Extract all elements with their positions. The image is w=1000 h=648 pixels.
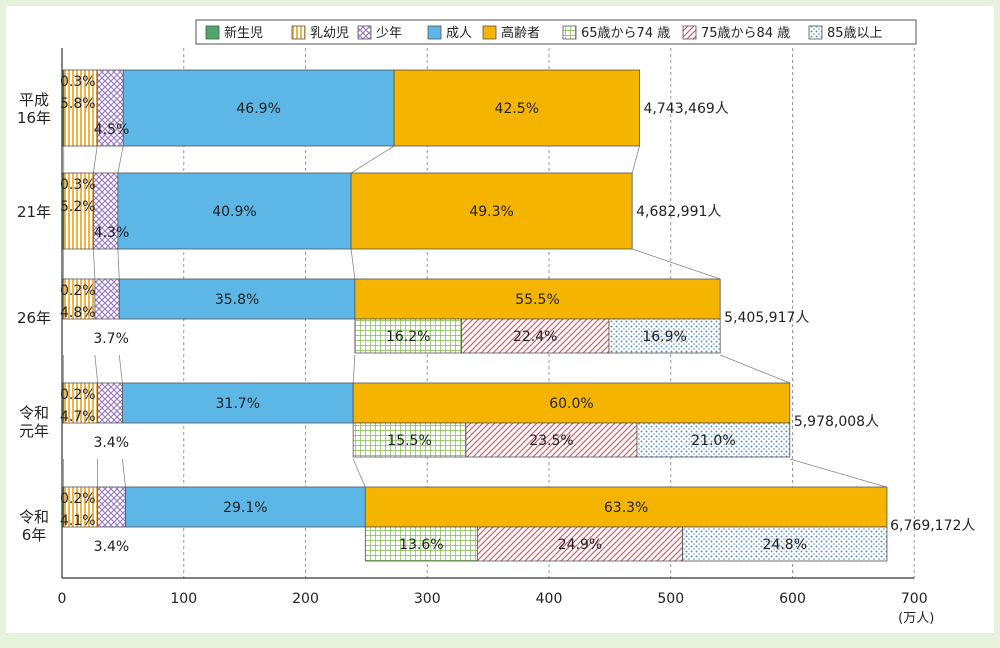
bar-youth — [95, 279, 119, 319]
category-label: 6年 — [22, 526, 47, 544]
sub-label-age85plus: 16.9% — [642, 329, 686, 345]
total-label: 5,978,008人 — [794, 414, 879, 430]
x-tick-label: 500 — [657, 591, 684, 607]
bar-label-newborn: 0.2% — [60, 491, 96, 507]
bar-label-infant: 4.1% — [60, 513, 96, 529]
bar-label-infant: 4.7% — [60, 409, 96, 425]
bar-label-youth: 4.5% — [94, 122, 130, 138]
bar-label-elderly: 42.5% — [495, 101, 539, 117]
bar-label-elderly: 60.0% — [549, 396, 593, 412]
category-label: 21年 — [17, 203, 51, 221]
legend-label-youth: 少年 — [376, 26, 402, 41]
total-label: 6,769,172人 — [890, 518, 975, 534]
bar-youth — [97, 487, 125, 527]
bar-label-adult: 29.1% — [223, 500, 267, 516]
bar-label-adult: 35.8% — [215, 292, 259, 308]
bar-label-newborn: 0.2% — [60, 387, 96, 403]
total-label: 4,682,991人 — [636, 204, 721, 220]
bar-label-adult: 40.9% — [212, 204, 256, 220]
legend-swatch-infant — [292, 26, 305, 39]
bar-label-infant: 5.8% — [60, 96, 96, 112]
legend-label-adult: 成人 — [446, 26, 472, 41]
bar-label-adult: 46.9% — [236, 101, 280, 117]
bar-label-youth: 4.3% — [94, 225, 130, 241]
sub-label-age85plus: 21.0% — [691, 433, 735, 449]
x-tick-label: 400 — [536, 591, 563, 607]
x-tick-label: 0 — [58, 591, 67, 607]
legend-label-newborn: 新生児 — [224, 25, 263, 41]
legend-swatch-age75_84 — [683, 26, 696, 39]
x-tick-label: 700 — [901, 591, 928, 607]
legend-swatch-age85plus — [809, 26, 822, 39]
total-label: 4,743,469人 — [644, 101, 729, 117]
sub-label-age65_74: 15.5% — [387, 433, 431, 449]
sub-label-age75_84: 23.5% — [529, 433, 573, 449]
category-label: 26年 — [17, 309, 51, 327]
bar-label-elderly: 63.3% — [604, 500, 648, 516]
legend-label-age85plus: 85歳以上 — [827, 26, 883, 41]
bar-label-infant: 5.2% — [60, 199, 96, 215]
bar-label-youth: 3.4% — [93, 435, 129, 451]
x-tick-label: 100 — [170, 591, 197, 607]
legend-swatch-youth — [358, 26, 371, 39]
bar-label-youth: 3.7% — [93, 331, 129, 347]
category-label: 16年 — [17, 109, 51, 127]
legend-swatch-adult — [428, 26, 441, 39]
bar-label-newborn: 0.3% — [60, 177, 96, 193]
legend-swatch-elderly — [483, 26, 496, 39]
x-tick-label: 600 — [779, 591, 806, 607]
sub-label-age85plus: 24.8% — [763, 537, 807, 553]
bar-label-adult: 31.7% — [216, 396, 260, 412]
x-tick-label: 200 — [292, 591, 319, 607]
legend-swatch-newborn — [206, 26, 219, 39]
category-label: 令和 — [19, 508, 49, 526]
bar-label-youth: 3.4% — [94, 539, 130, 555]
bar-label-newborn: 0.3% — [60, 74, 96, 90]
category-label: 元年 — [19, 422, 49, 440]
x-tick-label: 300 — [414, 591, 441, 607]
sub-label-age75_84: 22.4% — [513, 329, 557, 345]
category-label: 平成 — [19, 91, 49, 109]
bar-youth — [98, 383, 123, 423]
bar-label-elderly: 49.3% — [469, 204, 513, 220]
x-unit-label: (万人) — [898, 611, 934, 626]
legend-label-age75_84: 75歳から84 歳 — [701, 26, 790, 41]
bar-label-elderly: 55.5% — [515, 292, 559, 308]
sub-label-age65_74: 16.2% — [386, 329, 430, 345]
legend-label-infant: 乳幼児 — [310, 26, 349, 41]
legend-label-age65_74: 65歳から74 歳 — [581, 26, 670, 41]
bar-label-infant: 4.8% — [60, 305, 96, 321]
category-label: 令和 — [19, 404, 49, 422]
total-label: 5,405,917人 — [724, 310, 809, 326]
bar-label-newborn: 0.2% — [60, 283, 96, 299]
sub-label-age75_84: 24.9% — [558, 537, 602, 553]
legend-label-elderly: 高齢者 — [501, 25, 540, 41]
legend-swatch-age65_74 — [563, 26, 576, 39]
sub-label-age65_74: 13.6% — [399, 537, 443, 553]
legend: 新生児 乳幼児 少年 成人 高齢者 65歳から74 歳 75歳から84 歳 85歳以上 — [196, 20, 916, 44]
